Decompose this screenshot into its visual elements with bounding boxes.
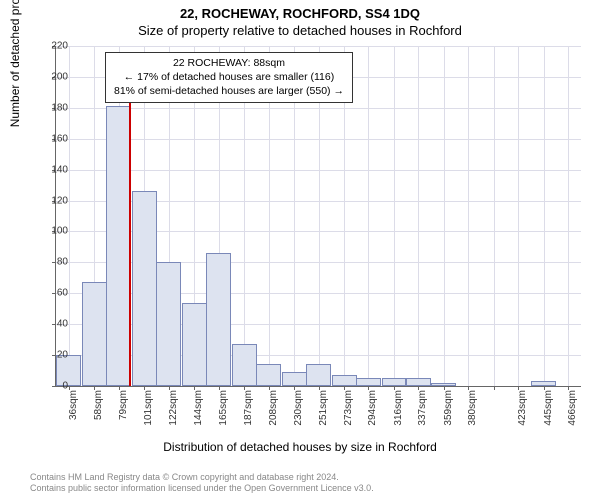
histogram-bar	[206, 253, 231, 386]
xtick-label: 122sqm	[168, 390, 179, 430]
histogram-bar	[106, 106, 131, 386]
histogram-bar	[306, 364, 331, 386]
xtick-label: 101sqm	[143, 390, 154, 430]
xtick-label: 359sqm	[443, 390, 454, 430]
xtick-label: 445sqm	[543, 390, 554, 430]
annotation-box: 22 ROCHEWAY: 88sqm ← 17% of detached hou…	[105, 52, 353, 103]
property-marker-line	[129, 77, 131, 386]
histogram-bar	[282, 372, 307, 386]
histogram-bar	[182, 303, 207, 386]
xtick-label: 294sqm	[367, 390, 378, 430]
gridline-v	[69, 46, 70, 386]
xtick-label: 316sqm	[393, 390, 404, 430]
xtick-label: 230sqm	[293, 390, 304, 430]
xtick-label: 144sqm	[193, 390, 204, 430]
page-title-line2: Size of property relative to detached ho…	[0, 21, 600, 38]
annotation-line1: 22 ROCHEWAY: 88sqm	[114, 56, 344, 70]
xtick-label: 273sqm	[343, 390, 354, 430]
footer-line2: Contains public sector information licen…	[30, 483, 374, 494]
x-axis-label: Distribution of detached houses by size …	[0, 440, 600, 454]
histogram-bar	[82, 282, 107, 386]
footer-attribution: Contains HM Land Registry data © Crown c…	[30, 472, 374, 495]
histogram-bar	[256, 364, 281, 386]
histogram-bar	[156, 262, 181, 386]
ytick-label: 40	[57, 319, 68, 330]
histogram-bar	[232, 344, 257, 386]
ytick-label: 60	[57, 288, 68, 299]
histogram-bar	[382, 378, 407, 386]
ytick-label: 160	[51, 133, 68, 144]
footer-line1: Contains HM Land Registry data © Crown c…	[30, 472, 374, 483]
gridline-v	[444, 46, 445, 386]
xtick-mark	[494, 386, 495, 390]
gridline-v	[418, 46, 419, 386]
gridline-v	[368, 46, 369, 386]
xtick-label: 466sqm	[567, 390, 578, 430]
ytick-label: 200	[51, 71, 68, 82]
ytick-label: 140	[51, 164, 68, 175]
gridline-v	[468, 46, 469, 386]
ytick-label: 180	[51, 102, 68, 113]
ytick-mark	[52, 324, 56, 325]
page-title-line1: 22, ROCHEWAY, ROCHFORD, SS4 1DQ	[0, 0, 600, 21]
ytick-label: 20	[57, 350, 68, 361]
xtick-label: 79sqm	[118, 390, 129, 430]
histogram-bar	[406, 378, 431, 386]
ytick-mark	[52, 262, 56, 263]
annotation-line3: 81% of semi-detached houses are larger (…	[114, 84, 344, 98]
gridline-v	[518, 46, 519, 386]
ytick-label: 120	[51, 195, 68, 206]
xtick-label: 251sqm	[318, 390, 329, 430]
histogram-bar	[531, 381, 556, 386]
ytick-label: 80	[57, 257, 68, 268]
xtick-label: 187sqm	[243, 390, 254, 430]
gridline-v	[544, 46, 545, 386]
histogram-bar	[132, 191, 157, 386]
xtick-label: 208sqm	[268, 390, 279, 430]
xtick-label: 165sqm	[218, 390, 229, 430]
histogram-bar	[332, 375, 357, 386]
y-axis-label: Number of detached properties	[8, 0, 22, 127]
ytick-mark	[52, 293, 56, 294]
xtick-label: 58sqm	[93, 390, 104, 430]
ytick-label: 220	[51, 41, 68, 52]
gridline-v	[494, 46, 495, 386]
gridline-v	[394, 46, 395, 386]
ytick-mark	[52, 386, 56, 387]
xtick-label: 337sqm	[417, 390, 428, 430]
gridline-v	[568, 46, 569, 386]
ytick-label: 100	[51, 226, 68, 237]
xtick-label: 423sqm	[517, 390, 528, 430]
xtick-label: 380sqm	[467, 390, 478, 430]
annotation-line2: ← 17% of detached houses are smaller (11…	[114, 70, 344, 84]
xtick-label: 36sqm	[68, 390, 79, 430]
histogram-bar	[431, 383, 456, 386]
histogram-bar	[356, 378, 381, 386]
